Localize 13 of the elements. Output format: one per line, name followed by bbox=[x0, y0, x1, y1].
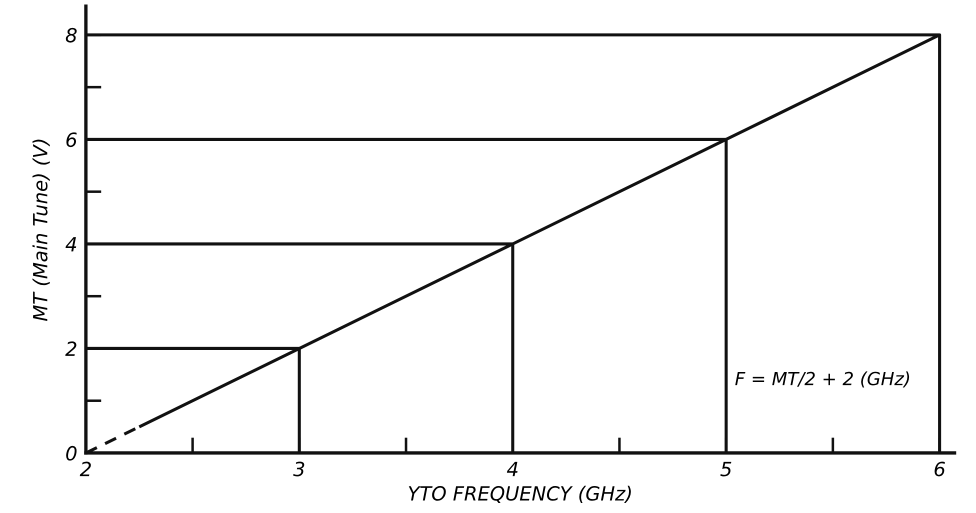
y-tick-label: 2 bbox=[65, 341, 76, 356]
x-tick-label: 2 bbox=[80, 462, 91, 476]
y-tick-label: 4 bbox=[66, 237, 76, 252]
x-axis-title: YTO FREQUENCY (GHz) bbox=[408, 486, 631, 504]
y-axis-title: MT (Main Tune) (V) bbox=[32, 140, 50, 321]
x-tick-label: 3 bbox=[293, 462, 304, 476]
x-tick-label: 5 bbox=[720, 462, 732, 476]
y-tick-label: 6 bbox=[66, 132, 77, 148]
annotation: F = MT/2 + 2 (GHz) bbox=[735, 371, 910, 388]
y-tick-label: 0 bbox=[66, 446, 77, 461]
y-tick-label: 8 bbox=[66, 28, 77, 43]
x-tick-label: 4 bbox=[506, 462, 518, 476]
x-tick-label: 6 bbox=[934, 462, 945, 476]
